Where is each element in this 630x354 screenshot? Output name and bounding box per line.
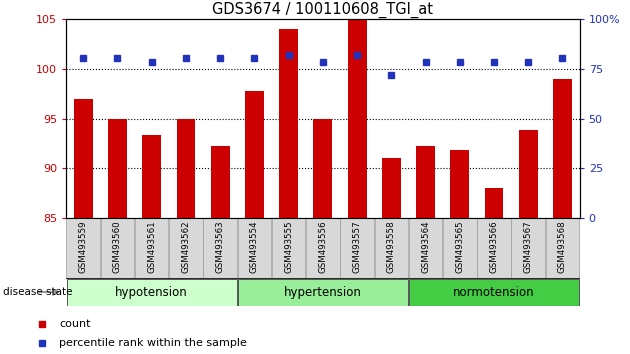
Title: GDS3674 / 100110608_TGI_at: GDS3674 / 100110608_TGI_at xyxy=(212,2,433,18)
FancyBboxPatch shape xyxy=(306,218,340,278)
FancyBboxPatch shape xyxy=(409,218,442,278)
Text: count: count xyxy=(59,319,91,329)
Text: GSM493554: GSM493554 xyxy=(250,221,259,273)
Text: percentile rank within the sample: percentile rank within the sample xyxy=(59,338,247,348)
Text: GSM493567: GSM493567 xyxy=(524,221,533,273)
Text: GSM493560: GSM493560 xyxy=(113,221,122,273)
FancyBboxPatch shape xyxy=(238,218,271,278)
Text: hypotension: hypotension xyxy=(115,286,188,298)
FancyBboxPatch shape xyxy=(546,218,579,278)
Bar xyxy=(74,99,93,218)
Bar xyxy=(211,146,229,218)
Bar xyxy=(553,79,572,218)
Text: GSM493559: GSM493559 xyxy=(79,221,88,273)
Text: GSM493561: GSM493561 xyxy=(147,221,156,273)
FancyBboxPatch shape xyxy=(375,218,408,278)
Bar xyxy=(450,150,469,218)
Bar xyxy=(142,136,161,218)
Text: GSM493568: GSM493568 xyxy=(558,221,567,273)
Bar xyxy=(348,19,367,218)
Text: GSM493564: GSM493564 xyxy=(421,221,430,273)
Text: GSM493557: GSM493557 xyxy=(353,221,362,273)
Bar xyxy=(108,119,127,218)
FancyBboxPatch shape xyxy=(443,218,476,278)
FancyBboxPatch shape xyxy=(272,218,306,278)
FancyBboxPatch shape xyxy=(67,218,100,278)
Bar xyxy=(176,119,195,218)
Text: GSM493562: GSM493562 xyxy=(181,221,190,273)
Text: GSM493565: GSM493565 xyxy=(455,221,464,273)
FancyBboxPatch shape xyxy=(512,218,545,278)
Text: GSM493555: GSM493555 xyxy=(284,221,293,273)
Bar xyxy=(484,188,503,218)
FancyBboxPatch shape xyxy=(238,279,408,306)
Text: hypertension: hypertension xyxy=(284,286,362,298)
FancyBboxPatch shape xyxy=(203,218,237,278)
FancyBboxPatch shape xyxy=(340,218,374,278)
FancyBboxPatch shape xyxy=(67,279,237,306)
Bar xyxy=(519,131,537,218)
Bar xyxy=(314,119,332,218)
Bar xyxy=(279,29,298,218)
Text: GSM493556: GSM493556 xyxy=(318,221,328,273)
FancyBboxPatch shape xyxy=(169,218,203,278)
Text: GSM493563: GSM493563 xyxy=(215,221,225,273)
Text: normotension: normotension xyxy=(453,286,535,298)
Bar xyxy=(245,91,264,218)
Text: GSM493558: GSM493558 xyxy=(387,221,396,273)
FancyBboxPatch shape xyxy=(478,218,511,278)
Bar xyxy=(416,146,435,218)
FancyBboxPatch shape xyxy=(409,279,579,306)
Text: disease state: disease state xyxy=(3,287,72,297)
FancyBboxPatch shape xyxy=(101,218,134,278)
Bar xyxy=(382,158,401,218)
FancyBboxPatch shape xyxy=(135,218,168,278)
Text: GSM493566: GSM493566 xyxy=(490,221,498,273)
